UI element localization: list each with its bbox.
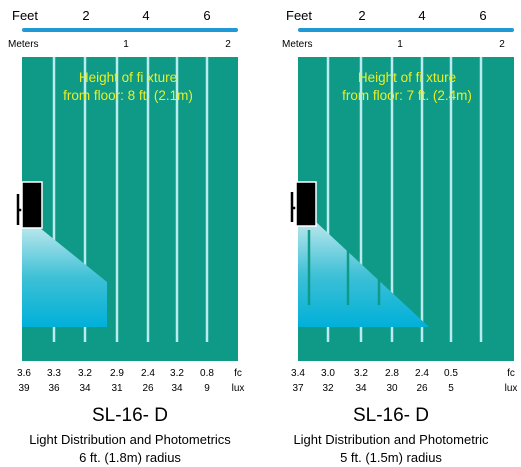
right-diagram: Feet 2 4 6 Meters 1 2 — [261, 0, 521, 467]
lux-value: 34 — [171, 383, 183, 394]
measurement-lines — [52, 57, 209, 342]
fc-value: 3.3 — [47, 368, 61, 379]
fc-value: 0.5 — [444, 368, 458, 379]
lux-value: 39 — [18, 383, 30, 394]
meters-label: Meters — [282, 39, 313, 50]
diagram-description: Light Distribution and Photometric — [293, 432, 489, 447]
lux-unit: lux — [505, 383, 518, 394]
light-beam — [298, 213, 429, 327]
feet-tick: 6 — [479, 8, 486, 23]
feet-label: Feet — [286, 8, 312, 23]
lux-value: 9 — [204, 383, 210, 394]
fc-value: 3.2 — [354, 368, 368, 379]
lux-value: 37 — [292, 383, 304, 394]
meters-label: Meters — [8, 39, 39, 50]
lux-value: 5 — [448, 383, 454, 394]
feet-tick: 2 — [358, 8, 365, 23]
model-title: SL-16- D — [91, 405, 169, 426]
fc-unit: fc — [507, 368, 515, 379]
fc-value: 0.8 — [200, 368, 214, 379]
lux-value: 34 — [355, 383, 367, 394]
fc-value: 3.6 — [17, 368, 31, 379]
meters-tick: 1 — [397, 39, 403, 50]
diagram-description: Light Distribution and Photometrics — [29, 432, 231, 447]
lux-value: 26 — [416, 383, 428, 394]
feet-tick: 2 — [82, 8, 89, 23]
lux-value: 30 — [386, 383, 398, 394]
feet-tick: 4 — [418, 8, 425, 23]
fixture-icon — [290, 181, 317, 227]
fc-value: 3.2 — [78, 368, 92, 379]
feet-tick: 6 — [203, 8, 210, 23]
model-title: SL-16- D — [352, 405, 430, 426]
meters-tick: 2 — [225, 39, 231, 50]
meters-tick: 1 — [123, 39, 129, 50]
height-annotation-line1: Height of fi xture — [79, 70, 177, 85]
fc-value: 2.9 — [110, 368, 124, 379]
lux-value: 31 — [111, 383, 123, 394]
light-beam — [22, 218, 107, 327]
ruler-bar — [22, 28, 238, 32]
lux-value: 32 — [322, 383, 334, 394]
fc-value: 3.0 — [321, 368, 335, 379]
height-annotation-line2: from floor: 7 ft. (2.4m) — [342, 88, 472, 103]
beam-lines — [307, 230, 381, 305]
ruler-bar — [298, 28, 514, 32]
radius-label: 6 ft. (1.8m) radius — [79, 450, 181, 465]
fc-value: 3.4 — [291, 368, 305, 379]
feet-tick: 4 — [142, 8, 149, 23]
fc-value: 3.2 — [170, 368, 184, 379]
meters-tick: 2 — [499, 39, 505, 50]
fc-value: 2.4 — [415, 368, 429, 379]
feet-label: Feet — [12, 8, 38, 23]
fc-value: 2.8 — [385, 368, 399, 379]
lux-value: 26 — [142, 383, 154, 394]
left-diagram-graphic: Feet 2 4 6 Meters 1 2 Height of fi xture… — [8, 8, 245, 394]
fc-unit: fc — [234, 368, 242, 379]
fixture-icon — [16, 181, 43, 229]
fc-value: 2.4 — [141, 368, 155, 379]
lux-unit: lux — [232, 383, 245, 394]
left-diagram: Feet 2 4 6 Meters 1 2 Height of fi xture… — [0, 0, 260, 467]
right-diagram-graphic: Feet 2 4 6 Meters 1 2 — [282, 8, 518, 394]
height-annotation-line1: Height of fi xture — [358, 70, 456, 85]
radius-label: 5 ft. (1.5m) radius — [340, 450, 442, 465]
lux-value: 36 — [48, 383, 60, 394]
height-annotation-line2: from floor: 8 ft. (2.1m) — [63, 88, 193, 103]
lux-value: 34 — [79, 383, 91, 394]
